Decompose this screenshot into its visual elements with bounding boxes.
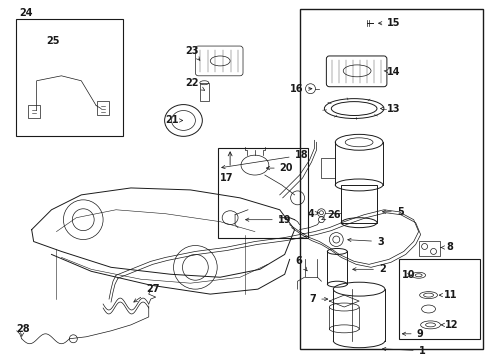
Bar xyxy=(218,148,307,238)
Text: 27: 27 xyxy=(134,284,159,302)
Bar xyxy=(299,9,482,349)
Text: 6: 6 xyxy=(295,256,306,271)
Text: 10: 10 xyxy=(401,270,414,280)
Bar xyxy=(97,100,109,114)
Text: 17: 17 xyxy=(220,173,233,183)
Text: 3: 3 xyxy=(347,237,383,247)
Text: 15: 15 xyxy=(378,18,400,28)
Text: 19: 19 xyxy=(245,215,291,225)
Text: 7: 7 xyxy=(309,294,327,304)
Text: 16: 16 xyxy=(289,84,311,94)
Text: 8: 8 xyxy=(440,243,452,252)
Bar xyxy=(341,185,376,223)
Text: 26: 26 xyxy=(321,210,340,220)
Text: 23: 23 xyxy=(185,46,200,60)
Text: 24: 24 xyxy=(20,8,33,18)
Bar xyxy=(28,105,40,118)
Bar xyxy=(398,260,479,339)
Text: 18: 18 xyxy=(221,150,307,169)
Text: 12: 12 xyxy=(440,320,458,330)
Bar xyxy=(200,83,209,100)
Text: 25: 25 xyxy=(46,36,60,46)
Text: 1: 1 xyxy=(382,346,425,356)
Text: 11: 11 xyxy=(438,290,456,300)
Text: 20: 20 xyxy=(266,163,293,173)
Text: 22: 22 xyxy=(185,78,204,90)
Text: 14: 14 xyxy=(383,67,400,77)
Text: 28: 28 xyxy=(16,324,29,337)
Text: 9: 9 xyxy=(402,329,423,339)
Text: 13: 13 xyxy=(380,104,400,113)
Text: 5: 5 xyxy=(382,207,403,217)
Text: 2: 2 xyxy=(352,264,385,274)
Bar xyxy=(16,19,122,136)
Text: 4: 4 xyxy=(307,209,318,219)
Text: 21: 21 xyxy=(165,116,183,126)
Bar xyxy=(418,240,440,256)
